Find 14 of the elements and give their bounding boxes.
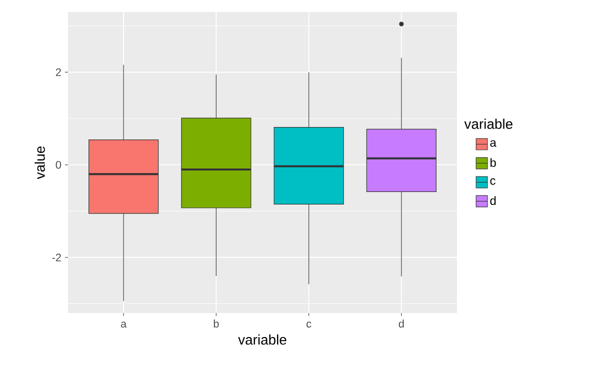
y-tick-label: 2 bbox=[56, 68, 61, 76]
x-tick-label: b bbox=[214, 320, 219, 328]
legend-label: d bbox=[490, 196, 496, 205]
x-tick-label: a bbox=[120, 322, 127, 328]
y-tick-label: 0 bbox=[56, 160, 62, 169]
x-tick-label: c bbox=[306, 322, 312, 328]
y-axis-title: value bbox=[34, 146, 45, 180]
legend-label: c bbox=[490, 178, 496, 185]
legend-title: variable bbox=[464, 118, 512, 129]
x-axis-title: variable bbox=[238, 334, 286, 345]
y-tick-label: -2 bbox=[52, 254, 61, 262]
legend-label: b bbox=[490, 158, 496, 167]
x-tick-label: d bbox=[398, 320, 404, 328]
legend-label: a bbox=[490, 140, 496, 147]
